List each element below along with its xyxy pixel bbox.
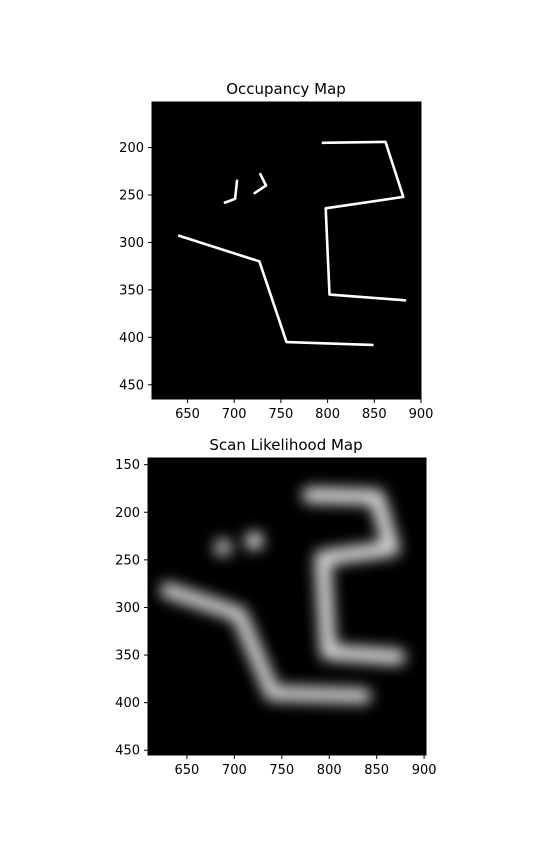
scan-likelihood-map-panel: Scan Likelihood Map 650 700 750 800 850 900 1… [115,436,436,778]
occupancy-map-panel: Occupancy Map 650 700 750 800 850 900 200 250 3… [119,80,433,422]
scan-likelihood-map-x-tick-label-650: 650 [174,763,199,778]
scan-likelihood-map-y-tick-label-150: 150 [115,458,140,473]
scan-likelihood-map-y-tick-label-400: 400 [115,696,140,711]
occupancy-map-y-tick-label-250: 250 [119,188,144,203]
occupancy-map-y-tick-label-400: 400 [119,331,144,346]
scan-likelihood-map-x-tick-label-750: 750 [269,763,294,778]
scan-likelihood-map-y-tick-label-450: 450 [115,744,140,759]
occupancy-map-occupied-wall-0 [321,140,407,302]
occupancy-map-x-tick-label-850: 850 [362,407,387,422]
occupancy-map-frame [151,101,422,400]
occupancy-map-x-tick-label-800: 800 [315,407,340,422]
occupancy-map-y-tick-label-350: 350 [119,283,144,298]
occupancy-map-x-tick-label-750: 750 [268,407,293,422]
scan-likelihood-map-x-axis: 650 700 750 800 850 900 [174,755,437,778]
scan-likelihood-map-likelihood-blob-3 [245,531,264,550]
scan-likelihood-map-y-tick-label-300: 300 [115,601,140,616]
scan-likelihood-map-x-tick-label-800: 800 [317,763,342,778]
occupancy-map-image [152,102,421,399]
scan-likelihood-map-y-tick-label-350: 350 [115,649,140,664]
scan-likelihood-map-y-axis: 150 200 250 300 350 400 450 [115,458,148,759]
occupancy-map-y-tick-label-450: 450 [119,378,144,393]
scan-likelihood-map-y-tick-label-200: 200 [115,506,140,521]
scan-likelihood-map-likelihood-blob-2 [213,538,232,557]
occupancy-map-x-tick-label-700: 700 [222,407,247,422]
occupancy-map-x-axis: 650 700 750 800 850 900 [175,399,433,422]
scan-likelihood-map-y-tick-label-250: 250 [115,553,140,568]
occupancy-map-y-axis: 200 250 300 350 400 450 [119,141,152,393]
scan-likelihood-map-title: Scan Likelihood Map [209,436,362,454]
occupancy-map-title: Occupancy Map [226,80,346,98]
scan-likelihood-map-likelihood-ridge-1 [159,582,372,704]
occupancy-map-y-tick-label-300: 300 [119,236,144,251]
scan-likelihood-map-frame [147,457,427,756]
occupancy-map-x-tick-label-650: 650 [175,407,200,422]
occupancy-map-occupied-wall-1 [177,234,374,347]
occupancy-map-occupied-wall-2 [223,179,239,204]
occupancy-map-x-tick-label-900: 900 [409,407,434,422]
scan-likelihood-map-likelihood-ridge-0 [302,487,406,665]
scan-likelihood-map-x-tick-label-850: 850 [364,763,389,778]
occupancy-map-occupied-wall-3 [253,172,268,195]
scan-likelihood-map-x-tick-label-700: 700 [222,763,247,778]
scan-likelihood-map-x-tick-label-900: 900 [412,763,437,778]
occupancy-map-y-tick-label-200: 200 [119,141,144,156]
